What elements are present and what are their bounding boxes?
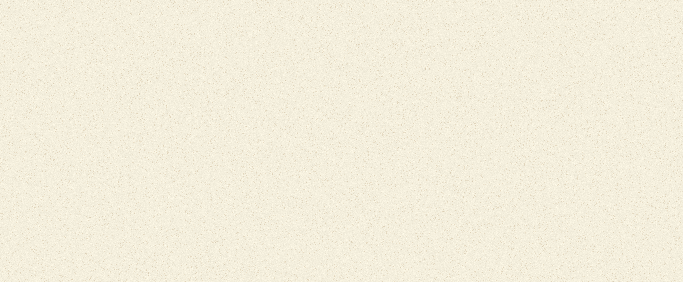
- Text: reacting coal with steam?: reacting coal with steam?: [171, 175, 402, 193]
- Text: Provide and compare the old and green: Provide and compare the old and green: [171, 55, 526, 73]
- Text: the reaction for making hydrogen by: the reaction for making hydrogen by: [171, 155, 500, 173]
- Text: What is the percentage atom economy for: What is the percentage atom economy for: [171, 134, 546, 152]
- Text: (a): (a): [138, 55, 167, 73]
- Text: methods of Ibuprofen synthesis.: methods of Ibuprofen synthesis.: [171, 75, 458, 93]
- Text: 5.: 5.: [110, 55, 130, 73]
- Text: (b): (b): [128, 134, 157, 152]
